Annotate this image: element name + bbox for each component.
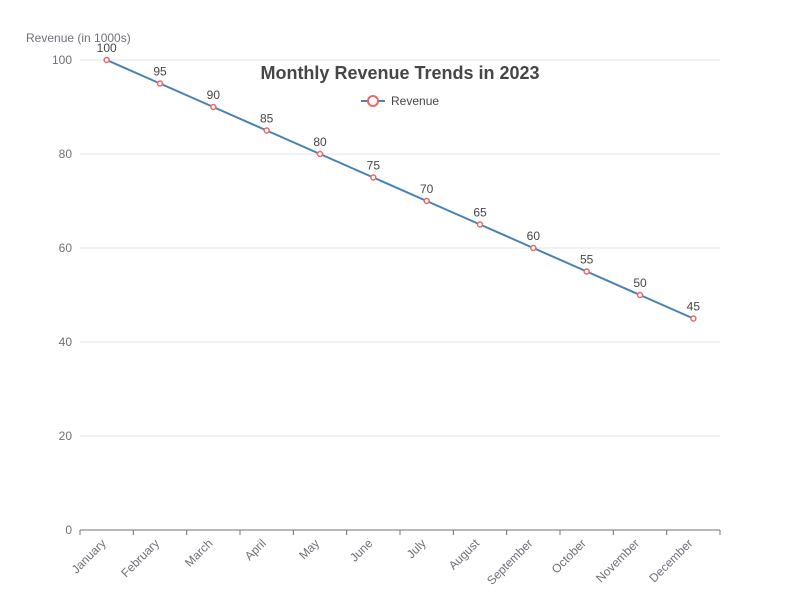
data-label: 75 xyxy=(367,159,381,173)
data-point[interactable] xyxy=(370,174,377,181)
y-tick-label: 60 xyxy=(59,241,73,255)
data-point[interactable] xyxy=(530,244,537,252)
data-point[interactable] xyxy=(316,150,324,158)
x-tick-label: July xyxy=(404,536,429,561)
x-tick-label: December xyxy=(646,536,695,585)
chart-title: Monthly Revenue Trends in 2023 xyxy=(260,63,539,83)
data-point[interactable] xyxy=(210,103,217,111)
y-tick-label: 0 xyxy=(65,523,72,537)
x-tick-label: August xyxy=(446,536,483,573)
y-tick-label: 20 xyxy=(59,429,73,443)
legend-marker xyxy=(367,95,379,107)
x-tick-label: February xyxy=(118,536,162,580)
series-line-revenue xyxy=(106,59,694,320)
data-label: 45 xyxy=(687,300,701,314)
x-tick-label: November xyxy=(593,536,642,585)
legend[interactable]: Revenue xyxy=(361,94,439,108)
y-axis-title: Revenue (in 1000s) xyxy=(26,31,131,45)
x-tick-label: January xyxy=(69,536,109,576)
grid-lines xyxy=(80,59,720,437)
data-point[interactable] xyxy=(690,315,697,322)
data-point[interactable] xyxy=(636,291,644,299)
y-tick-label: 80 xyxy=(59,147,73,161)
data-point[interactable] xyxy=(156,80,164,87)
x-tick-label: May xyxy=(296,536,322,562)
data-point[interactable] xyxy=(476,221,484,228)
data-label: 65 xyxy=(473,206,487,220)
data-point[interactable] xyxy=(583,268,590,275)
data-labels: 100 95 90 85 80 75 70 65 60 55 50 45 xyxy=(97,41,701,314)
series-layer xyxy=(103,56,697,322)
axes: 0 20 40 60 80 100 January February March April May… xyxy=(52,53,721,588)
x-tick-label: June xyxy=(347,536,376,565)
x-tick-label: April xyxy=(242,536,269,563)
data-label: 95 xyxy=(153,65,167,79)
data-point[interactable] xyxy=(263,127,270,134)
data-label: 100 xyxy=(97,41,117,55)
data-label: 60 xyxy=(527,229,541,243)
x-tick-label: October xyxy=(549,536,589,576)
data-point[interactable] xyxy=(103,56,110,64)
legend-label-revenue: Revenue xyxy=(391,94,439,108)
y-tick-label: 100 xyxy=(52,53,72,67)
data-point[interactable] xyxy=(423,197,430,205)
data-label: 50 xyxy=(633,276,647,290)
y-tick-label: 40 xyxy=(59,335,73,349)
data-label: 85 xyxy=(260,112,274,126)
data-label: 70 xyxy=(420,182,434,196)
x-tick-label: September xyxy=(484,536,535,587)
x-tick-label: March xyxy=(182,536,215,569)
data-label: 55 xyxy=(580,253,594,267)
data-label: 80 xyxy=(313,135,327,149)
data-label: 90 xyxy=(207,88,221,102)
